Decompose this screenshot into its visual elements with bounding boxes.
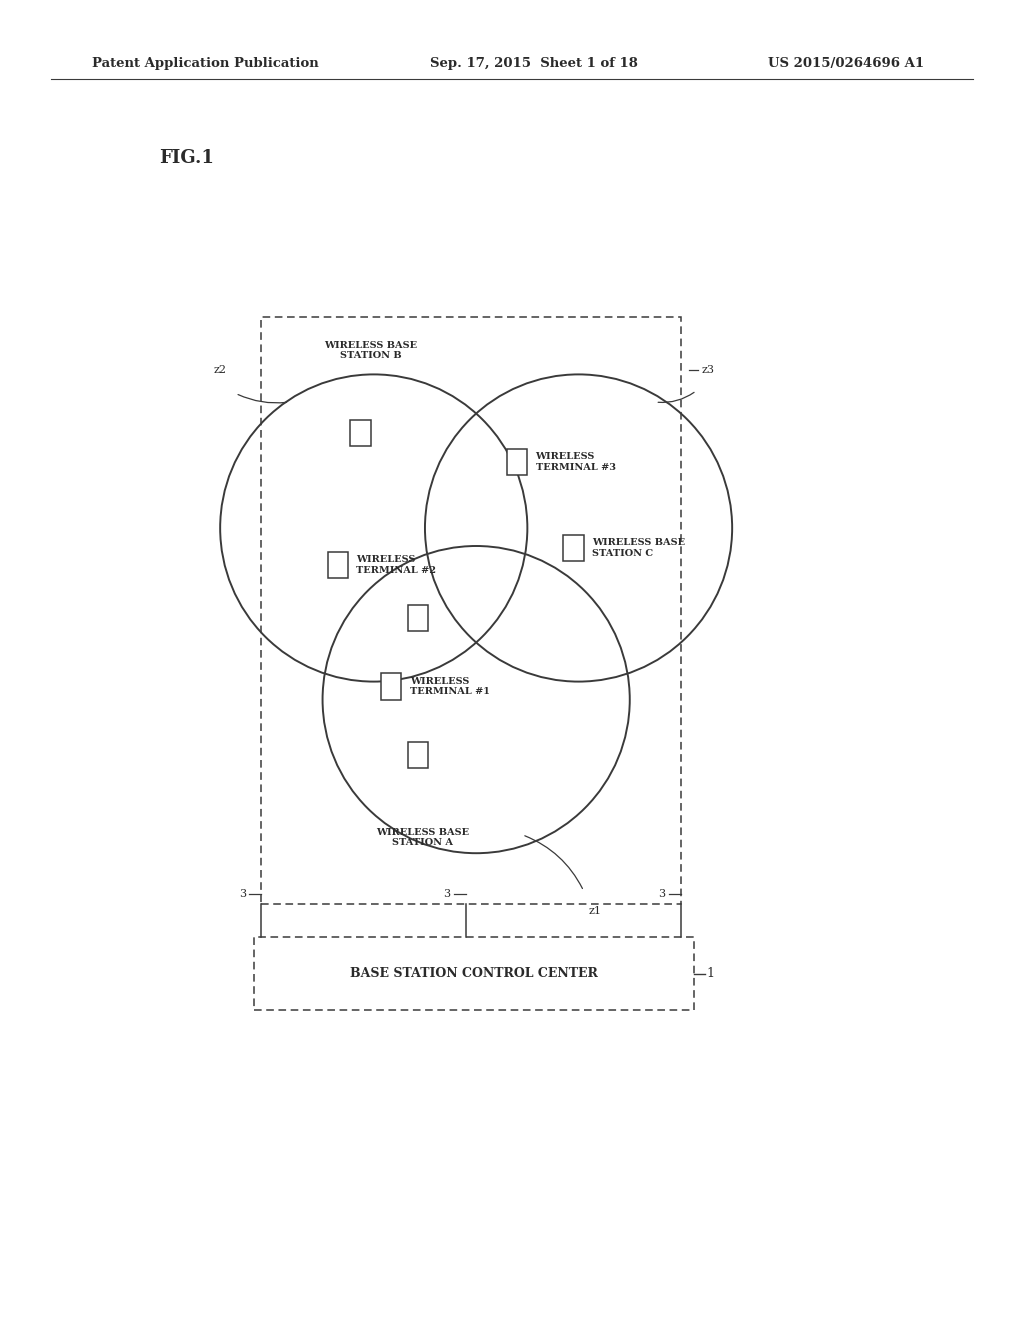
Text: BASE STATION CONTROL CENTER: BASE STATION CONTROL CENTER — [350, 968, 598, 979]
Bar — [408, 605, 428, 631]
Bar — [328, 552, 348, 578]
Text: WIRELESS BASE
STATION B: WIRELESS BASE STATION B — [325, 341, 417, 360]
Text: WIRELESS
TERMINAL #3: WIRELESS TERMINAL #3 — [536, 453, 615, 471]
Text: WIRELESS BASE
STATION C: WIRELESS BASE STATION C — [592, 539, 685, 557]
Text: 3: 3 — [239, 888, 246, 899]
Bar — [563, 535, 584, 561]
Bar — [261, 317, 681, 904]
Text: 3: 3 — [443, 888, 451, 899]
Text: Patent Application Publication: Patent Application Publication — [92, 57, 318, 70]
Bar — [408, 742, 428, 768]
Text: WIRELESS
TERMINAL #1: WIRELESS TERMINAL #1 — [410, 677, 489, 696]
Text: z3: z3 — [701, 364, 715, 375]
Bar — [350, 420, 371, 446]
Text: Sep. 17, 2015  Sheet 1 of 18: Sep. 17, 2015 Sheet 1 of 18 — [430, 57, 638, 70]
Text: z1: z1 — [589, 906, 602, 916]
Text: FIG.1: FIG.1 — [159, 149, 214, 168]
Bar — [254, 937, 694, 1010]
Text: z2: z2 — [214, 364, 226, 375]
Text: WIRELESS BASE
STATION A: WIRELESS BASE STATION A — [377, 828, 469, 847]
Bar — [381, 673, 401, 700]
Text: US 2015/0264696 A1: US 2015/0264696 A1 — [768, 57, 924, 70]
Bar — [507, 449, 527, 475]
Text: WIRELESS
TERMINAL #2: WIRELESS TERMINAL #2 — [356, 556, 436, 574]
Text: 1: 1 — [707, 968, 715, 979]
Text: 3: 3 — [658, 888, 666, 899]
